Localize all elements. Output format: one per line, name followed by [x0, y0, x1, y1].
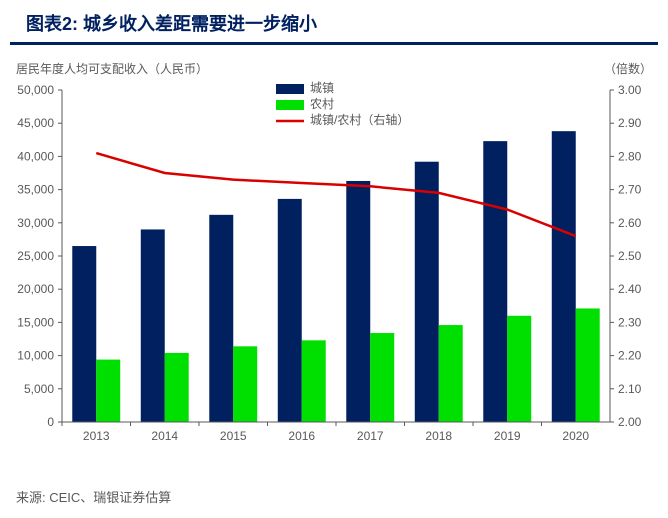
- svg-text:2014: 2014: [151, 429, 178, 443]
- svg-text:2.80: 2.80: [618, 149, 642, 163]
- svg-text:2.40: 2.40: [618, 282, 642, 296]
- svg-text:2020: 2020: [562, 429, 589, 443]
- svg-text:25,000: 25,000: [17, 249, 54, 263]
- svg-text:10,000: 10,000: [17, 349, 54, 363]
- chart-source: 来源: CEIC、瑞银证券估算: [16, 487, 171, 506]
- svg-text:30,000: 30,000: [17, 216, 54, 230]
- svg-text:2017: 2017: [357, 429, 384, 443]
- svg-text:城镇/农村（右轴）: 城镇/农村（右轴）: [310, 112, 409, 127]
- svg-text:20,000: 20,000: [17, 282, 54, 296]
- svg-text:15,000: 15,000: [17, 315, 54, 329]
- svg-text:2.30: 2.30: [618, 315, 642, 329]
- y-axis-right-label: （倍数）: [604, 60, 652, 77]
- svg-text:城镇: 城镇: [310, 81, 334, 95]
- svg-text:2.00: 2.00: [618, 415, 642, 429]
- svg-text:2.60: 2.60: [618, 216, 642, 230]
- svg-text:2015: 2015: [220, 429, 247, 443]
- chart-title: 图表2: 城乡收入差距需要进一步缩小: [10, 0, 658, 45]
- svg-text:2016: 2016: [288, 429, 315, 443]
- svg-text:45,000: 45,000: [17, 116, 54, 130]
- svg-text:40,000: 40,000: [17, 149, 54, 163]
- chart-plot-area: 05,00010,00015,00020,00025,00030,00035,0…: [62, 82, 610, 452]
- svg-text:0: 0: [47, 415, 54, 429]
- svg-text:2013: 2013: [83, 429, 110, 443]
- svg-text:农村: 农村: [310, 97, 334, 111]
- svg-text:2.50: 2.50: [618, 249, 642, 263]
- svg-text:2019: 2019: [494, 429, 521, 443]
- svg-text:2018: 2018: [425, 429, 452, 443]
- svg-text:2.10: 2.10: [618, 382, 642, 396]
- chart-svg: 05,00010,00015,00020,00025,00030,00035,0…: [62, 82, 610, 452]
- svg-text:3.00: 3.00: [618, 83, 642, 97]
- svg-text:2.20: 2.20: [618, 349, 642, 363]
- svg-text:5,000: 5,000: [24, 382, 54, 396]
- svg-text:50,000: 50,000: [17, 83, 54, 97]
- y-axis-left-label: 居民年度人均可支配收入（人民币）: [16, 60, 208, 77]
- svg-text:2.90: 2.90: [618, 116, 642, 130]
- svg-text:2.70: 2.70: [618, 183, 642, 197]
- svg-text:35,000: 35,000: [17, 183, 54, 197]
